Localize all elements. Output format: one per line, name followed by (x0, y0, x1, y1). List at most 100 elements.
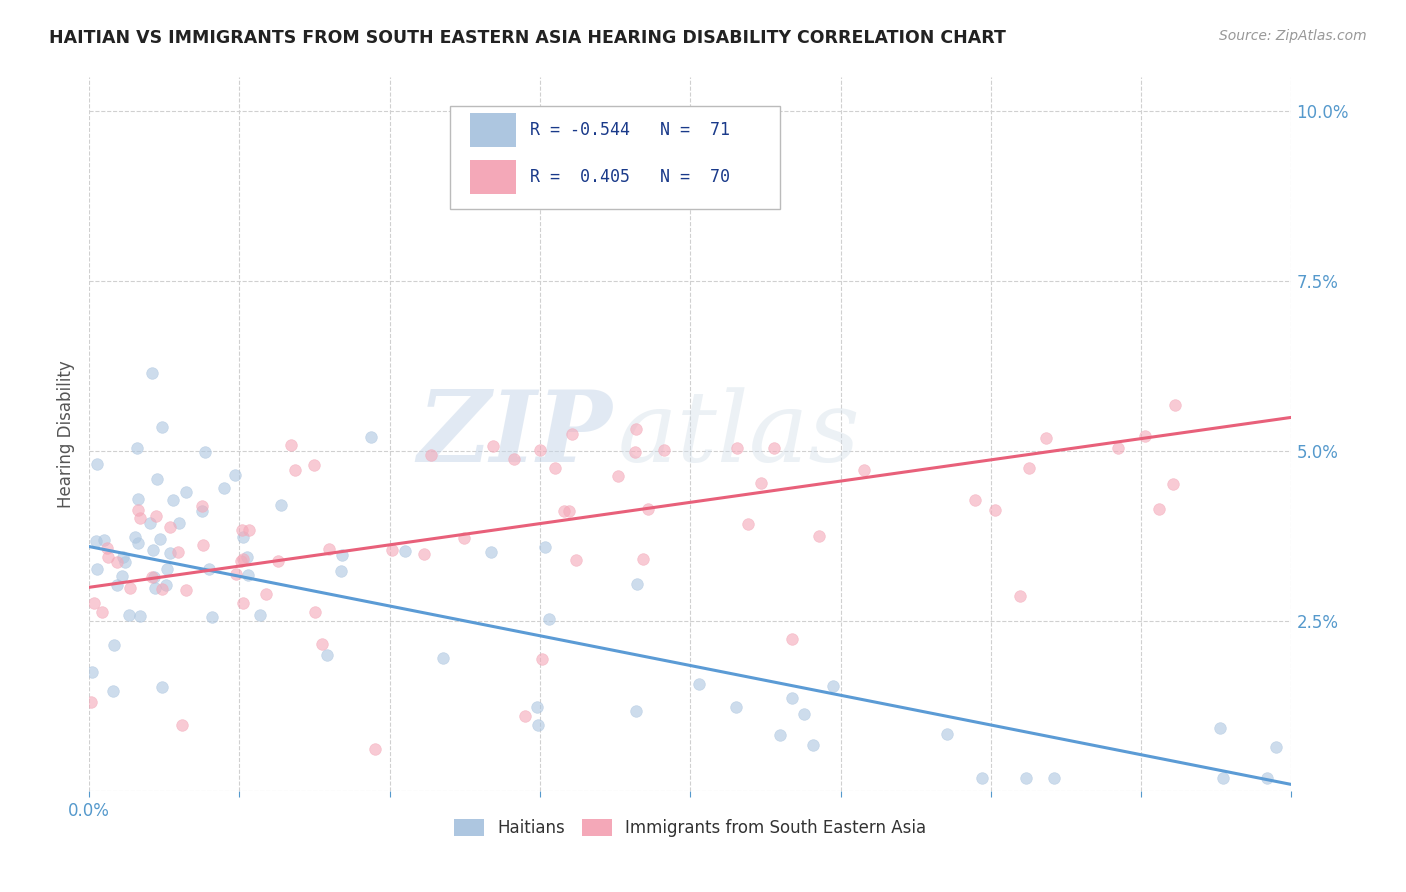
Point (105, 578, 128, 592)
Point (1164, 398, 1187, 412)
Point (780, 632, 803, 646)
Point (96, 541, 118, 556)
Point (141, 569, 163, 583)
Point (127, 491, 149, 506)
Point (529, 442, 551, 457)
Point (479, 544, 502, 558)
Point (330, 548, 353, 562)
Point (118, 607, 141, 622)
Point (801, 738, 824, 752)
Point (1256, 771, 1278, 785)
Point (114, 555, 136, 569)
Point (360, 429, 382, 443)
Point (984, 502, 1007, 516)
Point (80, 665, 103, 680)
Point (103, 638, 125, 652)
Point (236, 549, 259, 564)
Point (725, 699, 748, 714)
Legend: Haitians, Immigrants from South Eastern Asia: Haitians, Immigrants from South Eastern … (447, 812, 934, 844)
Point (120, 582, 142, 596)
Point (141, 543, 163, 558)
Point (852, 463, 875, 477)
Point (97, 550, 120, 565)
Point (808, 529, 831, 543)
Point (145, 581, 167, 595)
Point (1018, 461, 1040, 475)
Point (284, 463, 307, 477)
Point (79, 695, 101, 709)
Point (316, 648, 339, 663)
Point (112, 550, 135, 565)
Point (534, 540, 557, 554)
Point (190, 499, 212, 513)
Point (105, 556, 128, 570)
Point (167, 516, 190, 530)
Point (607, 469, 630, 483)
Point (155, 578, 177, 592)
Point (232, 530, 254, 544)
Point (149, 532, 172, 546)
Text: atlas: atlas (619, 387, 860, 482)
Point (128, 608, 150, 623)
Point (970, 771, 993, 785)
Point (544, 460, 567, 475)
Point (453, 532, 475, 546)
Point (965, 492, 987, 507)
Point (103, 683, 125, 698)
Point (231, 523, 253, 537)
Point (793, 706, 815, 721)
Point (166, 544, 188, 558)
Point (624, 444, 647, 458)
Point (124, 531, 146, 545)
Point (159, 519, 181, 533)
Point (751, 476, 773, 491)
Point (1015, 771, 1038, 785)
FancyBboxPatch shape (470, 160, 516, 194)
Point (515, 708, 537, 723)
Point (86, 458, 108, 472)
Point (304, 605, 326, 619)
Point (174, 583, 197, 598)
Point (527, 718, 550, 732)
Point (159, 546, 181, 560)
Point (780, 691, 803, 706)
Point (127, 503, 149, 517)
Point (254, 587, 277, 601)
Point (311, 637, 333, 651)
Point (156, 562, 179, 576)
Point (1147, 502, 1170, 516)
Point (561, 426, 583, 441)
Point (224, 467, 246, 482)
Point (737, 516, 759, 531)
Point (129, 511, 152, 525)
Point (1010, 589, 1032, 603)
Point (526, 700, 548, 714)
Point (162, 492, 184, 507)
Point (302, 458, 325, 472)
Point (145, 508, 167, 523)
Point (1107, 442, 1129, 456)
Text: HAITIAN VS IMMIGRANTS FROM SOUTH EASTERN ASIA HEARING DISABILITY CORRELATION CHA: HAITIAN VS IMMIGRANTS FROM SOUTH EASTERN… (49, 29, 1007, 46)
Point (553, 503, 575, 517)
Point (821, 679, 844, 693)
Point (232, 552, 254, 566)
Point (172, 718, 194, 732)
Point (150, 681, 173, 695)
Point (531, 652, 554, 666)
Point (330, 564, 353, 578)
Point (141, 366, 163, 380)
Point (482, 439, 505, 453)
Point (225, 566, 247, 581)
Text: R = -0.544   N =  71: R = -0.544 N = 71 (530, 121, 730, 139)
FancyBboxPatch shape (470, 113, 516, 147)
Point (652, 443, 675, 458)
Point (238, 568, 260, 582)
Point (146, 472, 169, 486)
Point (1135, 428, 1157, 442)
Point (150, 420, 173, 434)
Text: Source: ZipAtlas.com: Source: ZipAtlas.com (1219, 29, 1367, 43)
Point (93, 533, 115, 548)
Point (191, 504, 214, 518)
Point (174, 484, 197, 499)
Point (769, 728, 792, 742)
